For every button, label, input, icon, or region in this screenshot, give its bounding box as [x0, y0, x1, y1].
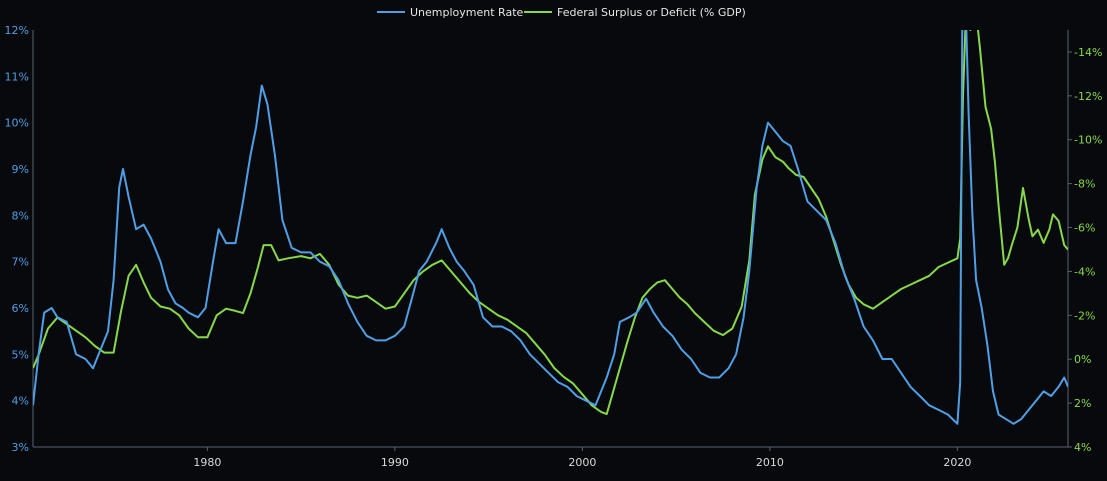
legend-label-deficit: Federal Surplus or Deficit (% GDP): [557, 6, 746, 19]
legend-item-deficit[interactable]: Federal Surplus or Deficit (% GDP): [524, 6, 746, 19]
x-axis-ticks: 1980 1990 2000 2010 2020: [193, 447, 971, 469]
right-axis-ticks: 4% 2% 0% -2% -4% -6% -8% -10% -12% -14%: [1068, 46, 1102, 454]
legend: Unemployment Rate Federal Surplus or Def…: [377, 6, 746, 19]
right-tick-label: -8%: [1074, 178, 1095, 191]
left-axis-ticks: 3% 4% 5% 6% 7% 8% 9% 10% 11% 12%: [5, 24, 29, 454]
right-tick-label: -12%: [1074, 90, 1102, 103]
right-tick-label: -14%: [1074, 46, 1102, 59]
x-tick-label: 1990: [381, 456, 409, 469]
left-tick-label: 3%: [12, 441, 29, 454]
series-line-deficit: [33, 30, 1068, 416]
x-tick-label: 2020: [943, 456, 971, 469]
left-tick-label: 5%: [12, 348, 29, 361]
right-tick-label: -10%: [1074, 134, 1102, 147]
x-tick-label: 2000: [568, 456, 596, 469]
series-lines: [33, 30, 1068, 425]
left-tick-label: 12%: [5, 24, 29, 37]
left-tick-label: 8%: [12, 209, 29, 222]
right-tick-label: 0%: [1074, 353, 1091, 366]
x-tick-label: 2010: [756, 456, 784, 469]
left-tick-label: 9%: [12, 163, 29, 176]
x-tick-label: 1980: [193, 456, 221, 469]
axes: [32, 30, 1069, 448]
left-tick-label: 11%: [5, 70, 29, 83]
legend-item-unemployment[interactable]: Unemployment Rate: [377, 6, 524, 19]
left-tick-label: 6%: [12, 302, 29, 315]
series-line-unemployment: [33, 30, 1068, 425]
left-tick-label: 10%: [5, 117, 29, 130]
right-tick-label: -2%: [1074, 309, 1095, 322]
legend-label-unemployment: Unemployment Rate: [410, 6, 524, 19]
left-tick-label: 7%: [12, 256, 29, 269]
right-tick-label: -6%: [1074, 222, 1095, 235]
right-tick-label: -4%: [1074, 265, 1095, 278]
left-tick-label: 4%: [12, 395, 29, 408]
right-tick-label: 2%: [1074, 397, 1091, 410]
right-tick-label: 4%: [1074, 441, 1091, 454]
